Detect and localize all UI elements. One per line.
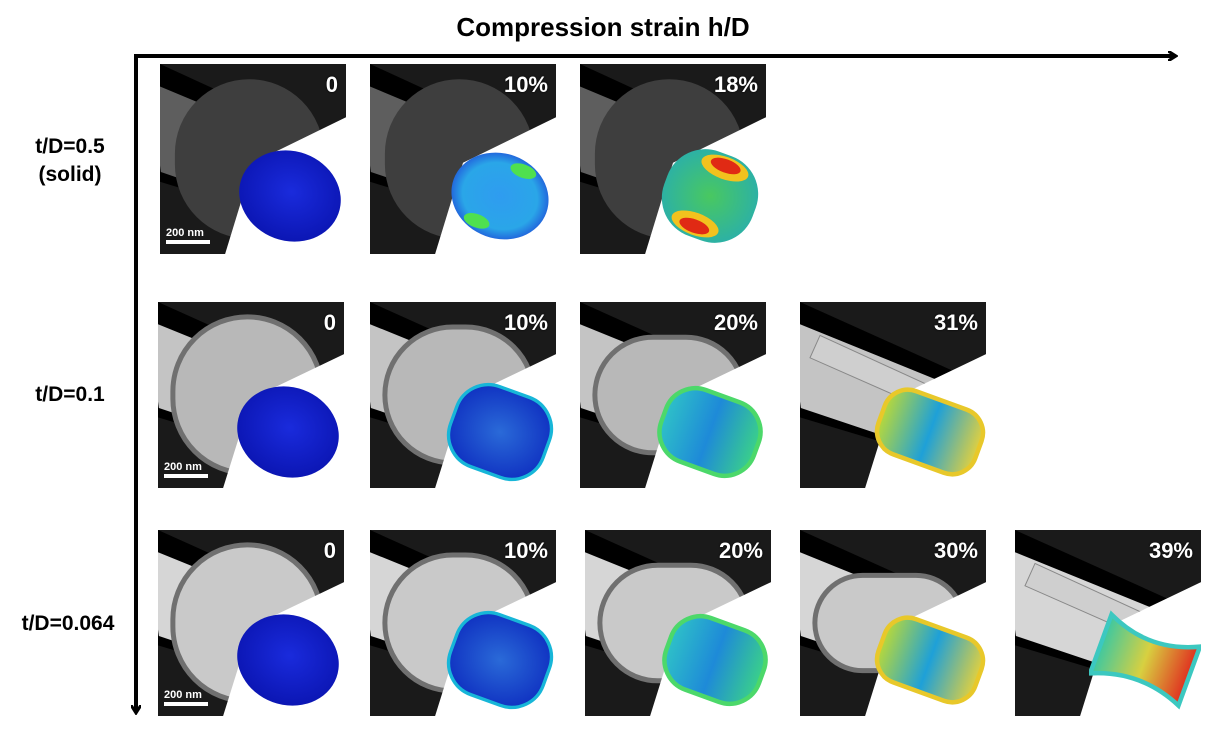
row-label-t0064: t/D=0.064 xyxy=(0,610,136,638)
strain-label: 10% xyxy=(503,72,548,97)
simulation-contour xyxy=(662,149,759,243)
tem-panel: 0 200 nm xyxy=(158,530,344,716)
simulation-contour xyxy=(451,152,549,240)
simulation-contour xyxy=(447,383,554,482)
simulation-contour xyxy=(1089,610,1201,710)
scale-bar-label: 200 nm xyxy=(164,461,202,473)
simulation-contour xyxy=(239,150,342,242)
row-label-solid-line1: t/D=0.5 xyxy=(35,135,105,158)
scale-bar-line xyxy=(166,240,210,244)
strain-label: 0 xyxy=(325,72,338,97)
simulation-contour xyxy=(237,614,340,707)
strain-label: 30% xyxy=(933,538,978,563)
simulation-contour xyxy=(875,387,986,477)
row-label-t0064-line1: t/D=0.064 xyxy=(21,612,115,635)
simulation-contour xyxy=(662,614,769,707)
row-label-t01: t/D=0.1 xyxy=(10,381,130,409)
tem-panel: 0 200 nm xyxy=(160,64,346,254)
strain-label: 0 xyxy=(323,538,336,563)
tem-panel: 39% xyxy=(1015,530,1201,716)
tem-panel: 10% xyxy=(370,302,556,488)
simulation-contour xyxy=(875,615,986,705)
simulation-contour xyxy=(447,611,554,710)
strain-label: 0 xyxy=(323,310,336,335)
tem-panel: 0 200 nm xyxy=(158,302,344,488)
strain-label: 10% xyxy=(503,538,548,563)
scale-bar-label: 200 nm xyxy=(164,689,202,701)
strain-label: 10% xyxy=(503,310,548,335)
simulation-contour xyxy=(657,386,764,479)
axis-title-compression-strain: Compression strain h/D xyxy=(456,12,750,42)
scale-bar: 200 nm xyxy=(164,689,208,706)
strain-label: 31% xyxy=(933,310,978,335)
tem-panel: 31% xyxy=(800,302,986,488)
tem-panel: 18% xyxy=(580,64,766,254)
scale-bar-label: 200 nm xyxy=(166,227,204,239)
scale-bar-line xyxy=(164,474,208,478)
scale-bar: 200 nm xyxy=(164,461,208,478)
row-label-t01-line1: t/D=0.1 xyxy=(35,383,105,406)
tem-panel: 20% xyxy=(580,302,766,488)
strain-label: 18% xyxy=(713,72,758,97)
simulation-contour xyxy=(237,386,340,479)
scale-bar-line xyxy=(164,702,208,706)
scale-bar: 200 nm xyxy=(166,227,210,244)
tem-panel: 20% xyxy=(585,530,771,716)
tem-panel: 30% xyxy=(800,530,986,716)
strain-label: 20% xyxy=(713,310,758,335)
row-label-solid: t/D=0.5 (solid) xyxy=(10,133,130,189)
strain-label: 39% xyxy=(1148,538,1193,563)
strain-label: 20% xyxy=(718,538,763,563)
row-label-solid-line2: (solid) xyxy=(38,163,102,186)
tem-panel: 10% xyxy=(370,64,556,254)
tem-panel: 10% xyxy=(370,530,556,716)
